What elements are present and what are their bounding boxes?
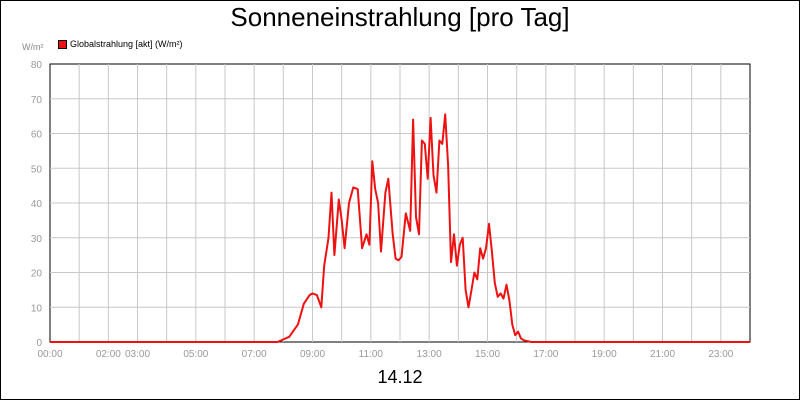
x-tick-label: 03:00 xyxy=(125,349,150,360)
x-tick-label: 23:00 xyxy=(708,349,733,360)
legend: Globalstrahlung [akt] (W/m²) xyxy=(58,39,183,49)
y-tick-label: 20 xyxy=(31,269,43,280)
y-tick-label: 60 xyxy=(31,130,43,141)
chart-title: Sonneneinstrahlung [pro Tag] xyxy=(230,2,570,32)
x-tick-label: 00:00 xyxy=(37,349,62,360)
x-tick-label: 05:00 xyxy=(183,349,208,360)
x-axis-label: 14.12 xyxy=(377,367,423,387)
x-tick-label: 17:00 xyxy=(533,349,558,360)
x-tick-label: 21:00 xyxy=(650,349,675,360)
x-tick-labels: 00:00 02:00 03:00 05:00 07:00 09:00 11:00 13:00… xyxy=(37,349,733,360)
series-line xyxy=(50,113,750,343)
y-tick-label: 0 xyxy=(36,338,42,349)
y-tick-labels: 0 10 20 30 40 50 60 70 80 xyxy=(31,60,43,349)
x-tick-label: 13:00 xyxy=(417,349,442,360)
y-axis-unit: W/m² xyxy=(22,42,44,52)
y-tick-label: 50 xyxy=(31,164,43,175)
y-tick-label: 10 xyxy=(31,303,43,314)
series-lines xyxy=(50,113,750,343)
legend-swatch xyxy=(58,39,67,49)
y-tick-label: 40 xyxy=(31,199,43,210)
x-tick-label: 07:00 xyxy=(242,349,267,360)
y-tick-label: 70 xyxy=(31,95,43,106)
x-tick-label: 19:00 xyxy=(592,349,617,360)
x-tick-label: 15:00 xyxy=(475,349,500,360)
y-tick-label: 30 xyxy=(31,234,43,245)
x-tick-label: 09:00 xyxy=(300,349,325,360)
y-tick-label: 80 xyxy=(31,60,43,71)
grid xyxy=(50,64,750,342)
x-tick-label: 11:00 xyxy=(359,349,384,360)
x-tick-label: 02:00 xyxy=(96,349,121,360)
legend-label: Globalstrahlung [akt] (W/m²) xyxy=(70,39,183,49)
